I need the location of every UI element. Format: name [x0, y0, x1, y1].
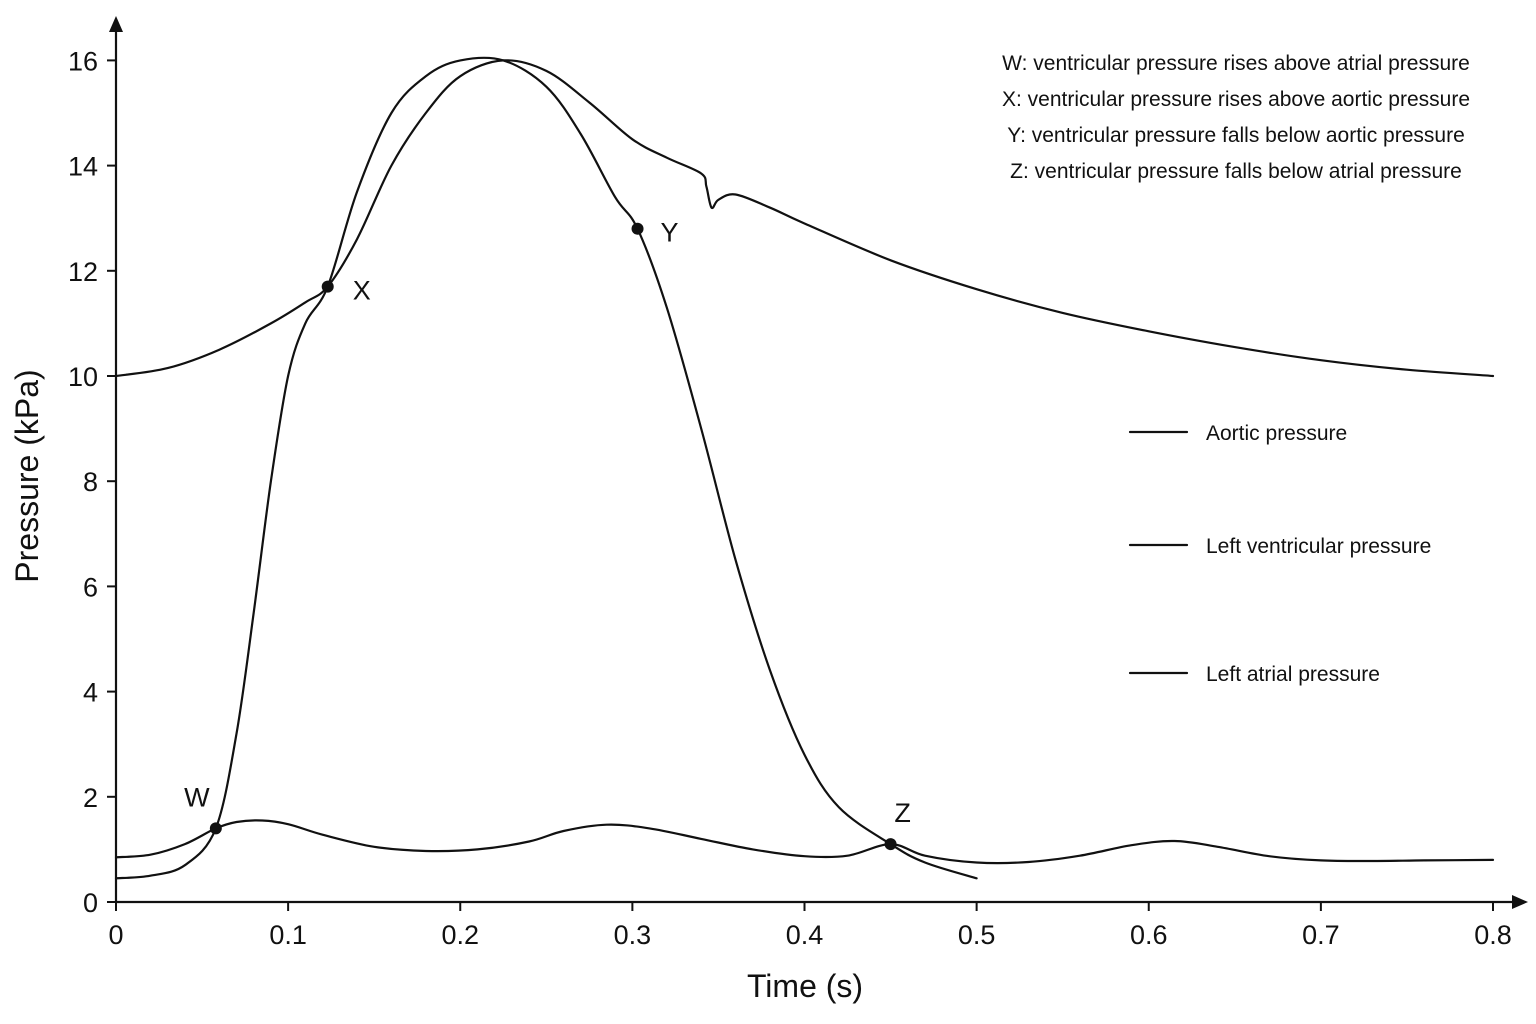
y-tick-label: 2 — [83, 783, 98, 813]
point-z-marker — [884, 838, 897, 851]
y-tick-label: 14 — [68, 152, 98, 182]
x-tick-label: 0.2 — [441, 920, 479, 950]
annotation-notes: W: ventricular pressure rises above atri… — [1002, 52, 1470, 183]
legend: Aortic pressure Left ventricular pressur… — [1128, 422, 1431, 686]
point-y-marker — [631, 222, 644, 235]
legend-label-aortic: Aortic pressure — [1206, 422, 1347, 445]
y-tick-label: 0 — [83, 888, 98, 918]
point-x-marker — [321, 280, 334, 293]
note-x: X: ventricular pressure rises above aort… — [1002, 88, 1470, 111]
legend-label-ventricular: Left ventricular pressure — [1206, 535, 1431, 558]
point-x-label: X — [353, 276, 371, 306]
y-axis-arrow — [109, 16, 123, 32]
note-z: Z: ventricular pressure falls below atri… — [1010, 160, 1462, 183]
x-tick-label: 0.3 — [614, 920, 652, 950]
x-tick-label: 0.8 — [1474, 920, 1512, 950]
y-tick-label: 8 — [83, 467, 98, 497]
y-axis-title: Pressure (kPa) — [9, 369, 45, 582]
note-w: W: ventricular pressure rises above atri… — [1002, 52, 1470, 75]
x-tick-label: 0 — [108, 920, 123, 950]
y-tick-label: 10 — [68, 362, 98, 392]
y-tick-label: 16 — [68, 46, 98, 76]
legend-label-atrial: Left atrial pressure — [1206, 663, 1380, 686]
x-tick-label: 0.4 — [786, 920, 824, 950]
point-w-label: W — [184, 782, 210, 812]
x-axis-title: Time (s) — [747, 968, 863, 1004]
x-ticks: 0 0.1 0.2 0.3 0.4 0.5 0.6 0.7 0.8 — [108, 902, 1512, 950]
note-y: Y: ventricular pressure falls below aort… — [1007, 124, 1465, 147]
left-atrial-pressure-curve — [114, 819, 1495, 865]
y-ticks: 0 2 4 6 8 10 12 14 16 — [68, 46, 116, 918]
x-tick-label: 0.6 — [1130, 920, 1168, 950]
y-tick-label: 4 — [83, 678, 98, 708]
left-ventricular-pressure-curve — [114, 56, 978, 880]
x-axis-arrow — [1512, 895, 1528, 909]
point-y-label: Y — [661, 218, 679, 248]
x-tick-label: 0.5 — [958, 920, 996, 950]
marked-points: W X Y Z — [184, 218, 911, 851]
axes — [109, 16, 1528, 909]
y-tick-label: 12 — [68, 257, 98, 287]
y-tick-label: 6 — [83, 572, 98, 602]
x-tick-label: 0.1 — [269, 920, 307, 950]
point-z-label: Z — [894, 798, 911, 828]
point-w-marker — [209, 822, 222, 835]
x-tick-label: 0.7 — [1302, 920, 1340, 950]
